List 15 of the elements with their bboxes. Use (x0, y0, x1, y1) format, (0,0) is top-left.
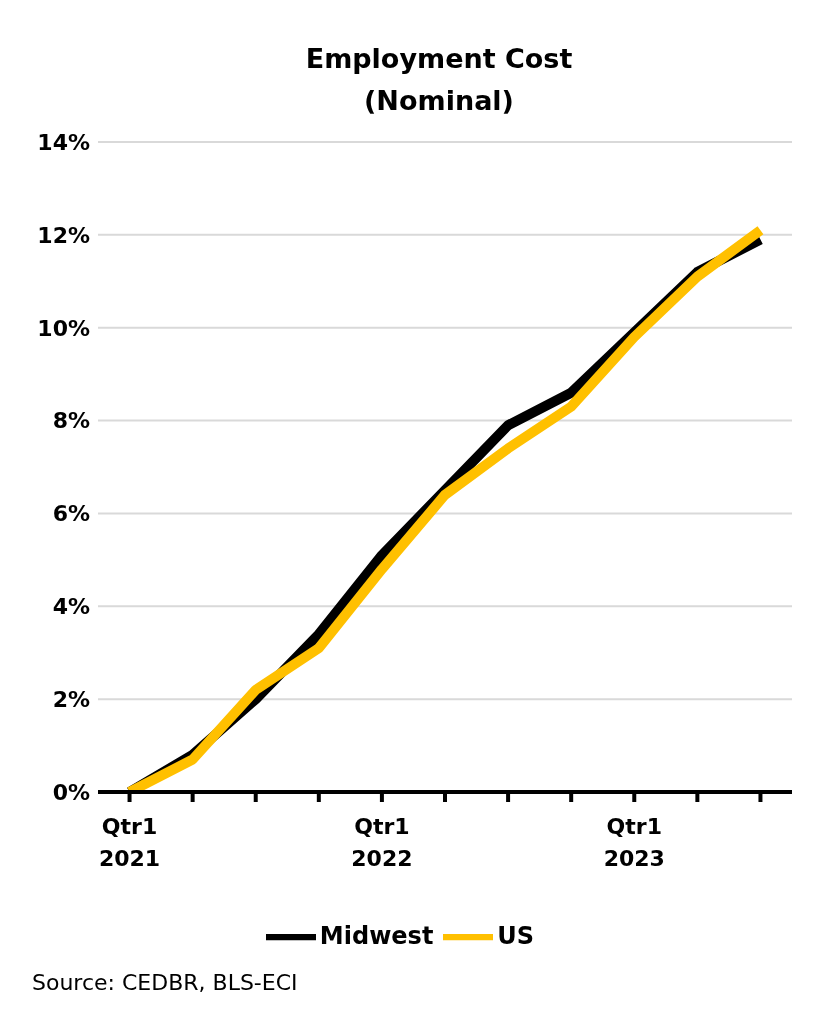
x-tick-label: Qtr1 2021 (98, 814, 161, 871)
y-tick-label: 4% (52, 594, 90, 620)
legend-label: Midwest (319, 922, 434, 950)
y-tick-label: 2% (52, 686, 90, 712)
source-note: Source: CEDBR, BLS-ECI (32, 970, 299, 995)
y-tick-label: 14% (37, 129, 90, 155)
legend-label: US (497, 922, 535, 950)
x-tick-label: Qtr1 2022 (351, 814, 413, 871)
y-tick-label: 10% (37, 315, 90, 341)
y-tick-label: 6% (52, 501, 90, 527)
y-tick-label: 8% (52, 408, 90, 434)
y-tick-label: 12% (37, 222, 90, 248)
x-tick-label: Qtr1 2023 (603, 814, 665, 871)
chart-title: Employment Cost (Nominal) (304, 42, 574, 118)
y-tick-label: 0% (52, 779, 90, 805)
